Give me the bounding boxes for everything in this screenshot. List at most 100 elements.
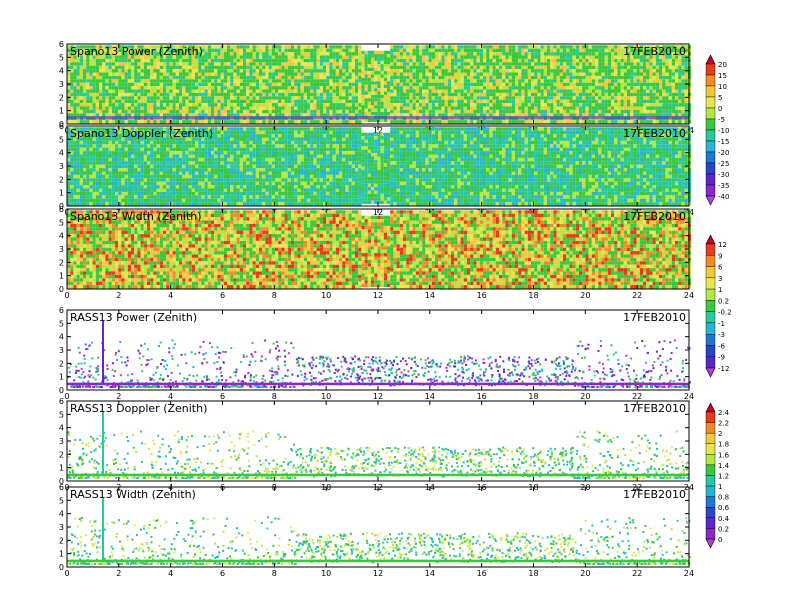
x-tick-label: 2 <box>116 392 121 401</box>
panel-title: Spano13 Power (Zenith) <box>70 45 203 58</box>
panel-date: 17FEB2010 <box>623 311 686 324</box>
colorbar-bottom-arrow <box>706 196 715 205</box>
colorbar-label: -6 <box>718 343 726 351</box>
colorbar-swatch <box>706 507 715 518</box>
panel-title: RASS13 Power (Zenith) <box>70 311 197 324</box>
panel-title: Spano13 Width (Zenith) <box>70 210 202 223</box>
x-tick-label: 20 <box>580 392 590 401</box>
x-tick-label: 8 <box>272 569 277 578</box>
y-tick-label: 1 <box>59 464 64 473</box>
x-tick-label: 6 <box>220 291 225 300</box>
x-tick-label: 18 <box>528 392 538 401</box>
y-tick-label: 6 <box>59 205 64 214</box>
x-tick-label: 24 <box>684 392 694 401</box>
colorbar-swatch <box>706 119 715 130</box>
colorbar-label: -3 <box>718 331 725 339</box>
panel-title: Spano13 Doppler (Zenith) <box>70 127 213 140</box>
panel-date: 17FEB2010 <box>623 210 686 223</box>
colorbar-swatch <box>706 163 715 174</box>
x-tick-label: 2 <box>116 291 121 300</box>
y-tick-label: 4 <box>59 510 64 519</box>
colorbar-label: 1.6 <box>718 451 730 459</box>
colorbar-swatch <box>706 412 715 423</box>
y-tick-label: 5 <box>59 53 64 62</box>
x-tick-label: 12 <box>373 569 383 578</box>
colorbar-swatch <box>706 444 715 455</box>
colorbar-label: 3 <box>718 275 722 283</box>
y-tick-label: 5 <box>59 410 64 419</box>
y-tick-label: 0 <box>59 386 64 395</box>
panel-title: RASS13 Doppler (Zenith) <box>70 402 207 415</box>
x-tick-label: 4 <box>168 392 173 401</box>
colorbar-label: 0.8 <box>718 494 729 502</box>
panel-date: 17FEB2010 <box>623 127 686 140</box>
colorbar-swatch <box>706 528 715 539</box>
colorbar-label: 1 <box>718 286 722 294</box>
y-tick-label: 1 <box>59 107 64 116</box>
colorbar-label: 5 <box>718 94 722 102</box>
x-tick-label: 22 <box>632 291 642 300</box>
x-tick-label: 16 <box>477 392 487 401</box>
y-tick-label: 4 <box>59 424 64 433</box>
y-tick-label: 1 <box>59 272 64 281</box>
colorbar-label: -15 <box>718 138 729 146</box>
colorbar-swatch <box>706 255 715 266</box>
y-tick-label: 6 <box>59 483 64 492</box>
colorbar-swatch <box>706 334 715 345</box>
colorbar-swatch <box>706 64 715 75</box>
x-tick-label: 6 <box>220 569 225 578</box>
x-tick-label: 14 <box>425 569 435 578</box>
colorbar-bottom-arrow <box>706 539 715 548</box>
colorbar-label: 2.2 <box>718 420 729 428</box>
colorbar-swatch <box>706 300 715 311</box>
colorbar-label: 10 <box>718 83 727 91</box>
x-tick-label: 6 <box>220 392 225 401</box>
x-tick-label: 8 <box>272 392 277 401</box>
y-tick-label: 4 <box>59 67 64 76</box>
colorbar-swatch <box>706 97 715 108</box>
y-tick-label: 4 <box>59 149 64 158</box>
colorbar-swatch <box>706 433 715 444</box>
y-tick-label: 1 <box>59 373 64 382</box>
y-tick-label: 6 <box>59 122 64 131</box>
colorbar-top-arrow <box>706 55 715 64</box>
colorbar-label: 0 <box>718 536 722 544</box>
y-tick-label: 5 <box>59 218 64 227</box>
y-tick-label: 2 <box>59 536 64 545</box>
y-tick-label: 5 <box>59 496 64 505</box>
colorbar-label: 9 <box>718 252 722 260</box>
colorbar-label: -1 <box>718 320 725 328</box>
x-tick-label: 2 <box>116 569 121 578</box>
y-tick-label: 0 <box>59 563 64 572</box>
colorbar-label: 6 <box>718 264 723 272</box>
colorbar-swatch <box>706 423 715 434</box>
colorbar-label: 15 <box>718 72 727 80</box>
x-tick-label: 4 <box>168 569 173 578</box>
y-tick-label: 2 <box>59 175 64 184</box>
colorbar-swatch <box>706 185 715 196</box>
panel-title: RASS13 Width (Zenith) <box>70 488 196 501</box>
colorbar-swatch <box>706 486 715 497</box>
colorbar-label: 12 <box>718 241 727 249</box>
x-tick-label: 0 <box>64 392 69 401</box>
colorbar-label: 0.6 <box>718 504 730 512</box>
y-tick-label: 3 <box>59 80 64 89</box>
y-tick-label: 3 <box>59 162 64 171</box>
colorbar-label: 0.4 <box>718 515 730 523</box>
x-tick-label: 10 <box>321 392 331 401</box>
colorbar-label: -9 <box>718 354 725 362</box>
colorbar-label: -12 <box>718 365 729 373</box>
y-tick-label: 4 <box>59 333 64 342</box>
colorbar-swatch <box>706 357 715 368</box>
x-tick-label: 8 <box>272 291 277 300</box>
colorbar-swatch <box>706 244 715 255</box>
x-tick-label: 18 <box>528 291 538 300</box>
colorbar-swatch <box>706 476 715 487</box>
